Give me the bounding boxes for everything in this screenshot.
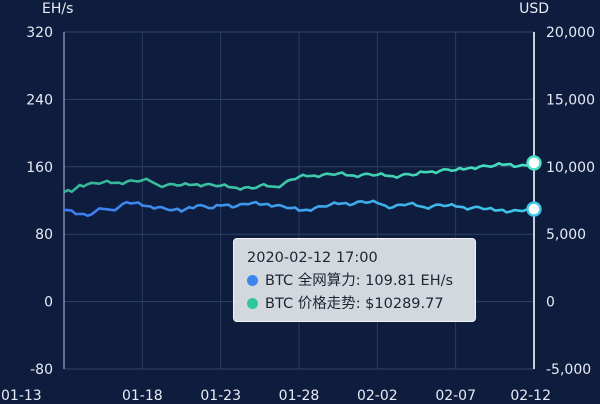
tooltip-hashrate-text: BTC 全网算力: 109.81 EH/s — [265, 273, 454, 289]
tooltip-price-text: BTC 价格走势: $10289.77 — [265, 296, 444, 312]
right-axis-unit: USD — [519, 1, 549, 17]
series-layer — [63, 32, 542, 369]
right-tick-label: 0 — [546, 295, 555, 311]
price-legend-dot — [247, 298, 258, 309]
hashrate-legend-dot — [247, 275, 258, 286]
x-tick-label: 02-12 — [510, 388, 551, 404]
ticks-layer: -80 0 80 160 240 320 -5,000 0 5,000 10,000 15,000 2… — [1, 25, 595, 404]
right-tick-label: 10,000 — [546, 160, 595, 176]
left-axis-unit: EH/s — [42, 1, 73, 17]
x-tick-label: 01-18 — [122, 388, 163, 404]
price-series-line — [63, 161, 535, 194]
right-tick-label: 5,000 — [546, 227, 586, 243]
x-tick-label: 01-23 — [200, 388, 241, 404]
right-tick-label: 15,000 — [546, 92, 595, 108]
x-tick-label: 01-28 — [279, 388, 320, 404]
x-tick-label: 02-07 — [435, 388, 476, 404]
right-tick-label: 20,000 — [546, 25, 595, 41]
left-tick-label: 0 — [44, 295, 53, 311]
price-hover-point[interactable] — [526, 155, 542, 171]
x-tick-label: 01-13 — [1, 388, 42, 404]
tooltip-title: 2020-02-12 17:00 — [247, 250, 378, 266]
left-tick-label: 240 — [26, 92, 53, 108]
left-tick-label: -80 — [30, 362, 53, 378]
hashrate-series-line — [63, 199, 535, 217]
tooltip-row-hashrate: BTC 全网算力: 109.81 EH/s — [247, 270, 463, 293]
right-tick-label: -5,000 — [546, 362, 591, 378]
left-tick-label: 160 — [26, 160, 53, 176]
hashrate-hover-point[interactable] — [526, 201, 542, 217]
left-tick-label: 320 — [26, 25, 53, 41]
x-tick-label: 02-02 — [357, 388, 398, 404]
tooltip-row-price: BTC 价格走势: $10289.77 — [247, 293, 463, 316]
tooltip: 2020-02-12 17:00 BTC 全网算力: 109.81 EH/s B… — [233, 238, 476, 322]
left-tick-label: 80 — [35, 227, 53, 243]
